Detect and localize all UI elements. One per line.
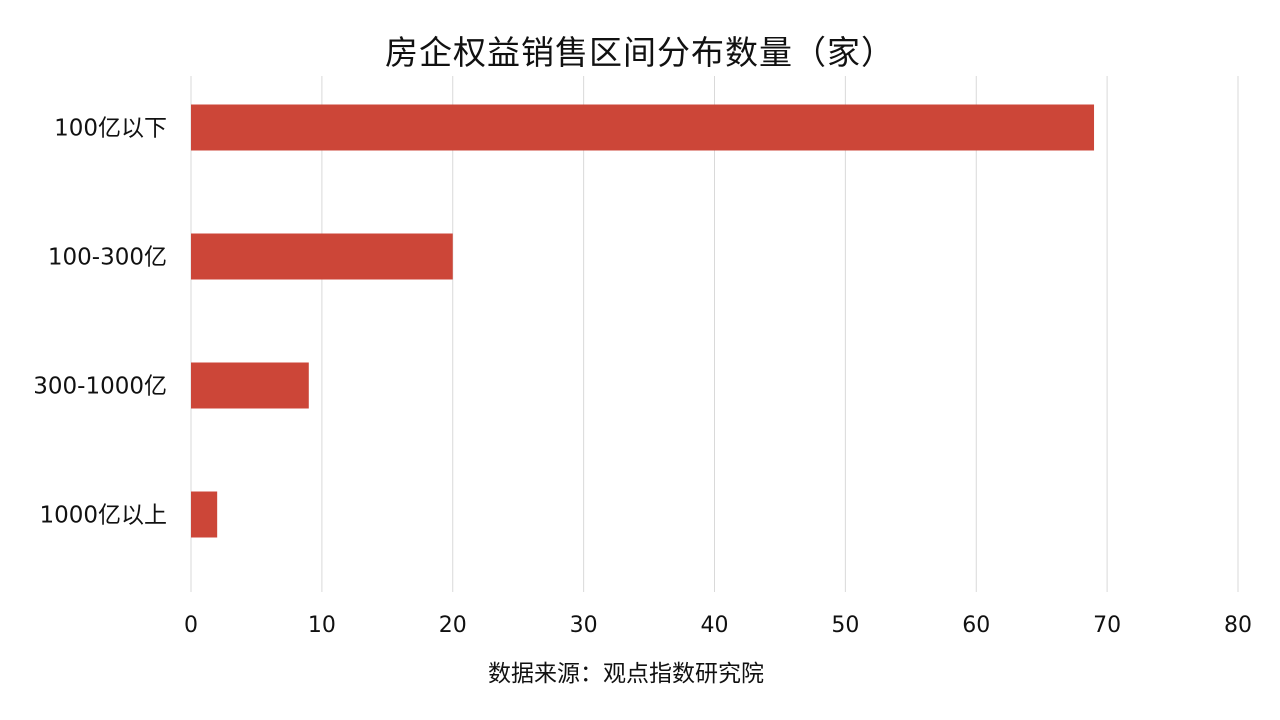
y-category-label: 1000亿以上	[39, 503, 167, 529]
x-tick-label: 10	[308, 613, 336, 638]
x-tick-label: 60	[962, 613, 990, 638]
chart-source-note: 数据来源：观点指数研究院	[488, 661, 764, 687]
x-tick-label: 70	[1093, 613, 1121, 638]
y-category-label: 100-300亿	[48, 245, 167, 271]
bar-2	[191, 362, 309, 409]
x-tick-label: 40	[701, 613, 729, 638]
x-tick-label: 0	[184, 613, 198, 638]
bar-3	[191, 491, 218, 538]
x-tick-label: 80	[1224, 613, 1252, 638]
x-tick-label: 50	[831, 613, 859, 638]
y-category-label: 100亿以下	[54, 116, 167, 142]
y-category-label: 300-1000亿	[33, 374, 167, 400]
bar-0	[191, 104, 1095, 151]
x-tick-label: 30	[570, 613, 598, 638]
x-tick-label: 20	[439, 613, 467, 638]
chart-title: 房企权益销售区间分布数量（家）	[385, 33, 895, 72]
bar-1	[191, 233, 453, 280]
